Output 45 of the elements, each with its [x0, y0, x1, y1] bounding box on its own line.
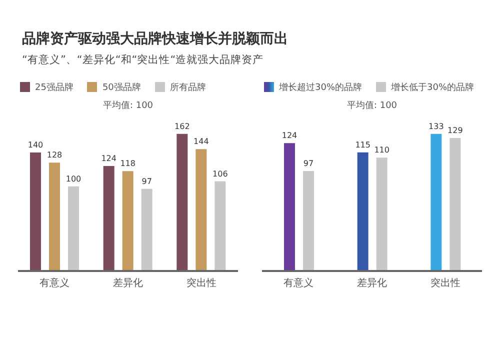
bar	[284, 143, 295, 271]
x-tick-label: 有意义	[40, 277, 70, 290]
data-label: 124	[101, 154, 116, 164]
bar	[196, 149, 207, 271]
legend-label: 所有品牌	[170, 82, 206, 94]
bar	[357, 152, 368, 271]
bar	[103, 166, 114, 271]
bar	[30, 152, 41, 271]
legend-label: 50强品牌	[102, 82, 141, 94]
data-label: 133	[428, 122, 444, 131]
data-label: 162	[174, 122, 190, 131]
data-label: 140	[28, 140, 44, 150]
legend-label: 25强品牌	[35, 82, 74, 94]
bar	[68, 186, 79, 271]
x-tick-label: 突出性	[186, 277, 216, 290]
text: 平均值: 100	[102, 100, 154, 113]
chart-subtitle: “有意义”、“差异化“和“突出性“造就强大品牌资产	[22, 53, 265, 67]
bar	[141, 188, 152, 271]
bar	[450, 138, 461, 271]
x-tick-label: 有意义	[284, 277, 314, 290]
data-label: 129	[448, 126, 463, 135]
data-label: 110	[374, 146, 390, 155]
data-label: 100	[66, 174, 82, 184]
bar	[122, 171, 134, 271]
data-label: 106	[212, 169, 228, 178]
data-label: 118	[120, 159, 136, 168]
x-tick-label: 差异化	[113, 277, 143, 290]
text: 平均值: 100	[346, 100, 398, 113]
data-label: 97	[142, 176, 152, 186]
legend-label: 增长超过30%的品牌	[279, 82, 362, 94]
chart-title: 品牌资产驱动强大品牌快速增长并脱颖而出	[22, 30, 289, 48]
bar	[49, 162, 60, 271]
data-label: 124	[282, 131, 298, 140]
legend-label: 增长低于30%的品牌	[391, 82, 474, 94]
data-label: 128	[46, 150, 62, 160]
data-label: 115	[355, 140, 370, 150]
bar	[176, 134, 188, 271]
bar	[303, 170, 314, 271]
bar	[376, 158, 388, 271]
bar	[214, 181, 226, 271]
data-label: 97	[303, 158, 314, 168]
bar	[430, 134, 442, 271]
x-tick-label: 差异化	[357, 277, 387, 290]
x-tick-label: 突出性	[430, 277, 460, 290]
data-label: 144	[194, 137, 209, 146]
